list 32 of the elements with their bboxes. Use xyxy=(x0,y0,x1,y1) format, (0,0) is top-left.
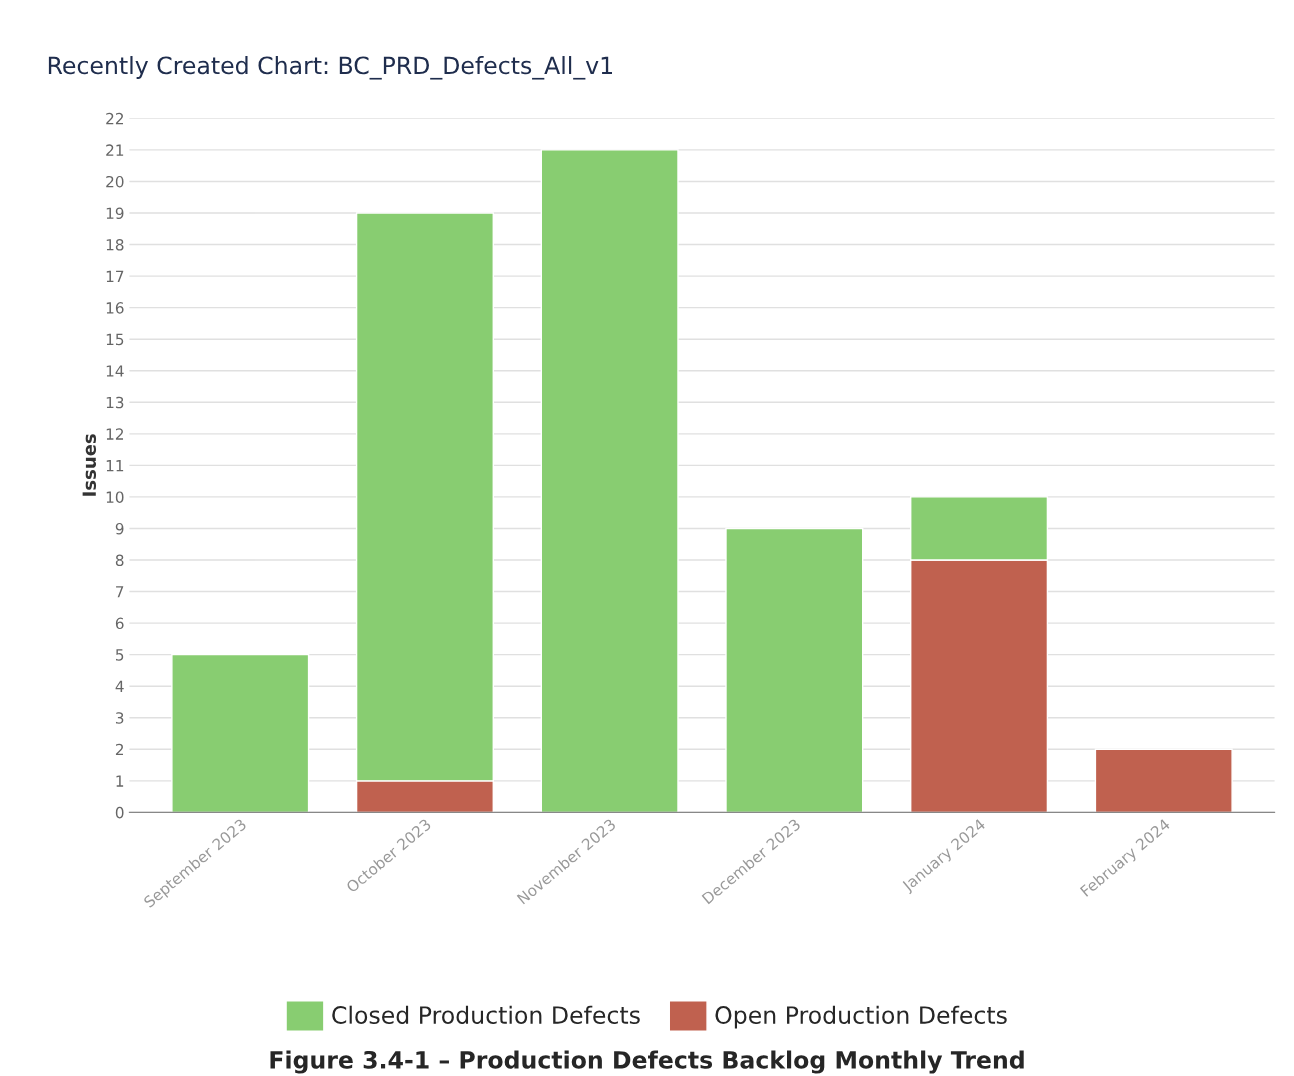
bar xyxy=(725,527,864,813)
bar xyxy=(171,653,310,813)
y-tick-label: 7 xyxy=(116,586,124,598)
legend-label: Open Production Defects xyxy=(715,1005,1007,1029)
y-tick-label: 13 xyxy=(106,396,124,409)
y-tick-label: 9 xyxy=(115,522,124,535)
caption: Figure 3.4-1 – Production Defects Backlog Monthly Trend xyxy=(270,1050,1024,1074)
y-tick-label: 6 xyxy=(115,617,124,630)
y-tick-label: 4 xyxy=(115,680,124,692)
y-tick-label: 19 xyxy=(106,207,124,220)
y-tick-label: 5 xyxy=(116,649,124,661)
bar xyxy=(1094,748,1233,813)
y-tick-label: 12 xyxy=(106,428,124,440)
bar xyxy=(540,149,679,813)
y-tick-label: 16 xyxy=(106,302,124,314)
y-tick-label: 2 xyxy=(115,743,124,756)
legend-label: Closed Production Defects xyxy=(332,1005,640,1024)
y-tick-label: 21 xyxy=(106,144,124,156)
y-tick-label: 10 xyxy=(106,491,124,503)
y-tick-label: 11 xyxy=(106,460,124,472)
y-tick-label: 8 xyxy=(115,554,124,567)
y-tick-label: 20 xyxy=(106,175,124,188)
y-tick-label: 3 xyxy=(115,712,124,724)
y-tick-label: 1 xyxy=(116,775,124,787)
y-tick-label: 0 xyxy=(115,806,124,819)
y-tick-label: 17 xyxy=(106,270,124,282)
y-tick-label: 18 xyxy=(106,239,124,251)
y-tick-label: 22 xyxy=(106,112,124,125)
y-tick-label: 14 xyxy=(106,365,124,377)
y-axis-title: Issues xyxy=(82,434,97,496)
y-tick-label: 15 xyxy=(106,333,124,346)
chart-title: Recently Created Chart: BC_PRD_Defects_All_v1 xyxy=(48,56,612,80)
